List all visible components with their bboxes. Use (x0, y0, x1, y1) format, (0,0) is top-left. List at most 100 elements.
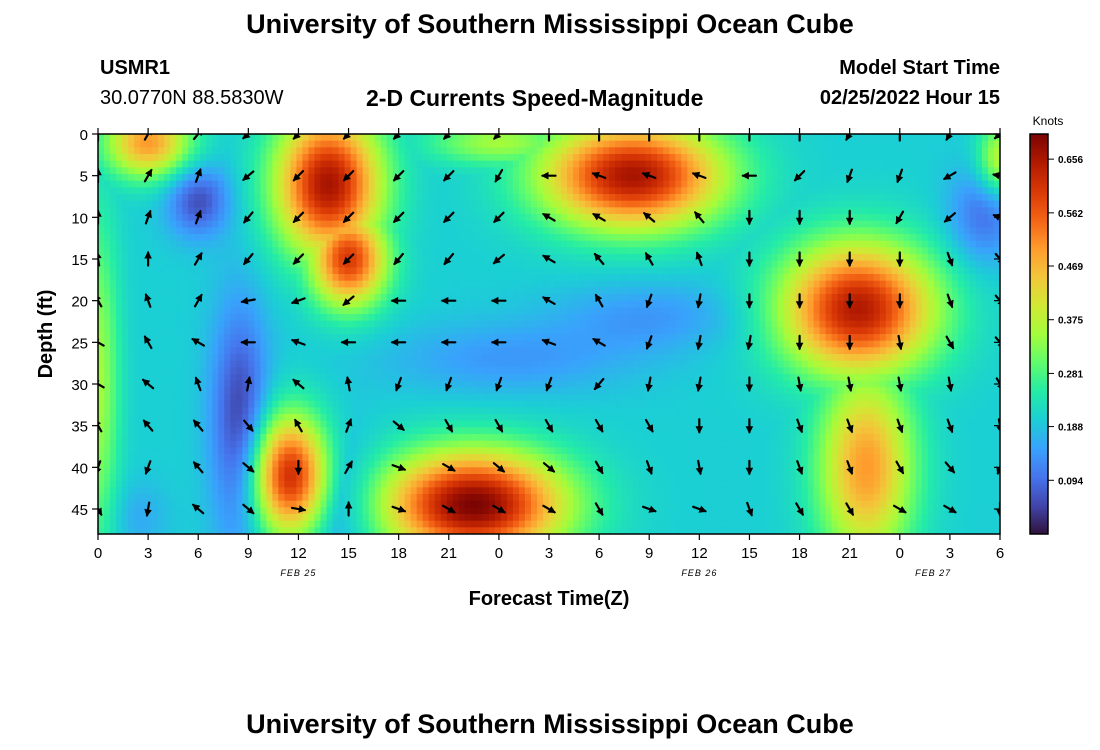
heatmap-cell (188, 480, 195, 488)
heatmap-cell (158, 394, 165, 402)
heatmap-cell (266, 447, 273, 455)
heatmap-cell (398, 300, 406, 308)
heatmap-cell (128, 414, 135, 422)
heatmap-cell (182, 207, 189, 215)
heatmap-cell (314, 254, 322, 262)
heatmap-cell (524, 427, 532, 435)
heatmap-cell (290, 214, 298, 222)
heatmap-cell (567, 134, 574, 142)
heatmap-cell (512, 367, 520, 375)
heatmap-cell (549, 294, 556, 302)
heatmap-cell (170, 140, 177, 148)
heatmap-cell (458, 447, 466, 455)
heatmap-cell (212, 227, 219, 235)
heatmap-cell (236, 320, 243, 328)
heatmap-cell (464, 220, 472, 228)
heatmap-cell (579, 274, 586, 282)
heatmap-cell (512, 280, 520, 288)
heatmap-cell (555, 327, 562, 335)
heatmap-cell (356, 507, 364, 515)
heatmap-cell (536, 320, 544, 328)
heatmap-cell (434, 267, 442, 275)
heatmap-cell (278, 440, 286, 448)
heatmap-cell (332, 247, 340, 255)
heatmap-cell (266, 194, 273, 202)
heatmap-cell (518, 227, 526, 235)
heatmap-cell (248, 134, 255, 142)
heatmap-cell (404, 274, 412, 282)
heatmap-cell (224, 400, 231, 408)
heatmap-cell (152, 354, 159, 362)
heatmap-cell (464, 167, 472, 175)
heatmap-cell (470, 280, 478, 288)
heatmap-cell (422, 194, 430, 202)
heatmap-cell (122, 254, 129, 262)
heatmap-cell (476, 394, 484, 402)
heatmap-cell (302, 280, 310, 288)
heatmap-cell (236, 447, 243, 455)
heatmap-cell (464, 440, 472, 448)
heatmap-cell (368, 500, 376, 508)
heatmap-cell (308, 254, 316, 262)
heatmap-cell (260, 314, 267, 322)
heatmap-cell (488, 240, 496, 248)
heatmap-cell (356, 227, 364, 235)
heatmap-cell (248, 194, 255, 202)
heatmap-cell (488, 160, 496, 168)
heatmap-cell (374, 420, 382, 428)
heatmap-cell (182, 260, 189, 268)
heatmap-cell (374, 380, 382, 388)
heatmap-cell (374, 220, 382, 228)
heatmap-cell (236, 387, 243, 395)
heatmap-cell (200, 507, 207, 515)
heatmap-cell (470, 267, 478, 275)
heatmap-cell (134, 420, 141, 428)
heatmap-cell (549, 160, 556, 168)
heatmap-cell (386, 507, 394, 515)
heatmap-cell (380, 440, 388, 448)
heatmap-cell (356, 460, 364, 468)
heatmap-cell (284, 267, 292, 275)
heatmap-cell (506, 167, 514, 175)
heatmap-cell (344, 180, 352, 188)
heatmap-cell (104, 494, 111, 502)
heatmap-cell (338, 194, 346, 202)
heatmap-cell (338, 220, 346, 228)
heatmap-cell (494, 280, 502, 288)
heatmap-cell (302, 167, 310, 175)
heatmap-cell (170, 300, 177, 308)
heatmap-cell (296, 387, 304, 395)
heatmap-cell (158, 387, 165, 395)
heatmap-cell (140, 480, 147, 488)
heatmap-cell (555, 180, 562, 188)
heatmap-cell (206, 154, 213, 162)
heatmap-cell (567, 274, 574, 282)
heatmap-cell (338, 134, 346, 142)
heatmap-cell (452, 487, 460, 495)
heatmap-cell (350, 500, 358, 508)
heatmap-cell (470, 520, 478, 528)
heatmap-cell (500, 220, 508, 228)
heatmap-cell (500, 320, 508, 328)
heatmap-cell (272, 440, 279, 448)
heatmap-cell (164, 260, 171, 268)
heatmap-cell (530, 347, 538, 355)
heatmap-cell (116, 487, 123, 495)
heatmap-cell (398, 320, 406, 328)
heatmap-cell (218, 227, 225, 235)
heatmap-cell (374, 200, 382, 208)
heatmap-cell (278, 520, 286, 528)
heatmap-cell (362, 167, 370, 175)
heatmap-cell (182, 514, 189, 522)
heatmap-cell (344, 514, 352, 522)
heatmap-cell (536, 167, 544, 175)
heatmap-cell (410, 474, 418, 482)
heatmap-cell (98, 140, 105, 148)
heatmap-cell (416, 280, 424, 288)
heatmap-cell (464, 400, 472, 408)
heatmap-cell (182, 474, 189, 482)
heatmap-cell (392, 467, 400, 475)
heatmap-cell (470, 434, 478, 442)
heatmap-cell (428, 454, 436, 462)
heatmap-cell (338, 467, 346, 475)
